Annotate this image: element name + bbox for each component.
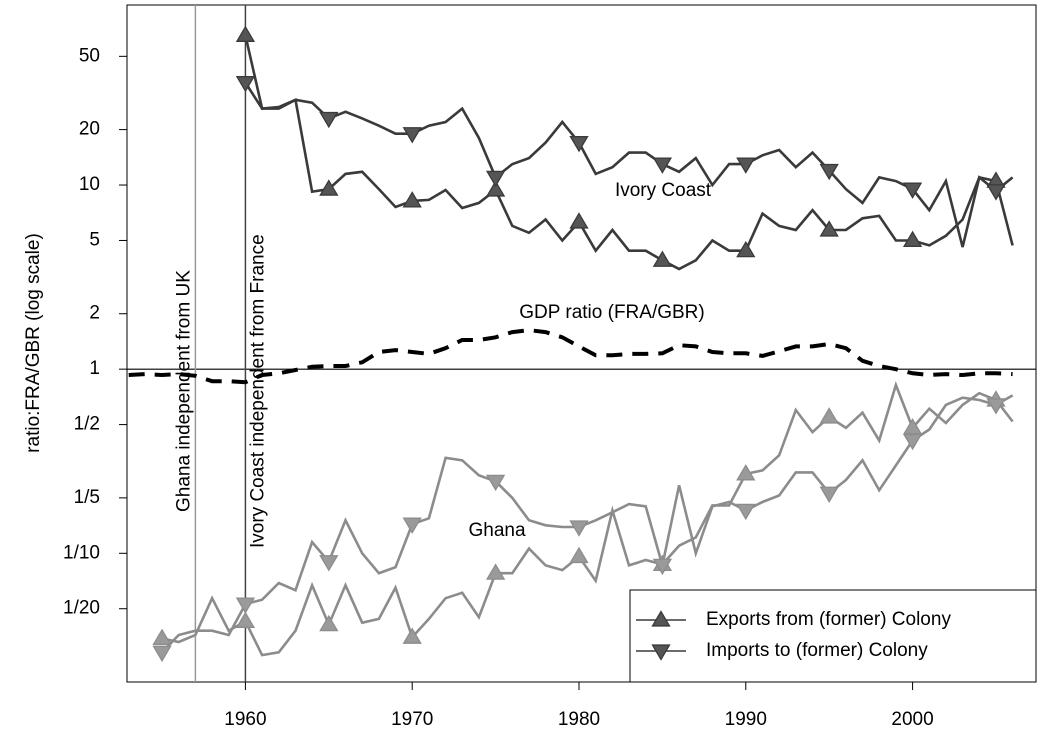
y-tick-label: 1/20	[63, 598, 100, 619]
point-marker	[485, 474, 506, 492]
legend-marker	[651, 644, 671, 661]
point-marker	[569, 212, 589, 229]
point-marker	[736, 157, 756, 174]
legend-label: Exports from (former) Colony	[706, 609, 951, 630]
point-marker	[819, 220, 839, 237]
point-marker	[819, 163, 839, 181]
series-line	[244, 81, 1014, 248]
series-line	[161, 381, 1014, 657]
series-annotation: GDP ratio (FRA/GBR)	[519, 302, 704, 323]
point-marker	[319, 555, 339, 572]
y-tick-label: 1/2	[74, 414, 100, 435]
y-tick-label: 20	[79, 119, 100, 140]
plot-box	[126, 4, 1037, 683]
y-tick-label: 1/10	[63, 542, 100, 563]
point-marker	[152, 628, 172, 645]
point-marker	[235, 611, 256, 628]
point-marker	[736, 240, 756, 258]
point-marker	[485, 170, 506, 188]
point-marker	[902, 182, 923, 199]
point-marker	[652, 558, 673, 576]
y-tick-label: 1	[89, 358, 100, 379]
series-annotation: Ivory Coast	[615, 180, 712, 201]
point-marker	[652, 157, 673, 174]
point-marker	[402, 127, 422, 144]
series-line	[244, 35, 1014, 271]
legend-label: Imports to (former) Colony	[706, 640, 928, 661]
point-marker	[902, 418, 923, 435]
series-line	[161, 394, 1014, 654]
legend-marker	[651, 610, 671, 627]
y-tick-label: 10	[79, 174, 100, 195]
point-marker	[819, 486, 839, 503]
y-tick-label: 2	[89, 303, 100, 324]
point-marker	[986, 184, 1006, 201]
point-marker	[319, 179, 339, 196]
point-marker	[986, 398, 1006, 415]
x-tick-label: 1960	[224, 709, 266, 730]
point-marker	[902, 230, 923, 248]
point-marker	[485, 180, 506, 197]
point-marker	[902, 433, 923, 451]
point-marker	[736, 503, 756, 521]
point-marker	[569, 546, 589, 564]
x-tick-label: 2000	[891, 709, 933, 730]
series-annotation: Ghana	[468, 520, 525, 541]
point-marker	[569, 520, 589, 537]
legend-box	[629, 589, 1037, 683]
point-marker	[652, 250, 673, 267]
x-tick-label: 1980	[558, 709, 600, 730]
y-tick-label: 50	[79, 45, 100, 66]
dashed-line	[128, 328, 1013, 385]
y-axis-label: ratio:FRA/GBR (log scale)	[23, 233, 44, 453]
point-marker	[402, 191, 422, 208]
point-marker	[485, 563, 506, 580]
point-marker	[736, 464, 756, 481]
point-marker	[319, 111, 339, 129]
y-tick-label: 1/5	[74, 487, 100, 508]
point-marker	[402, 627, 422, 644]
point-marker	[569, 135, 589, 153]
vertical-line-label: Ivory Coast independent from France	[247, 234, 268, 548]
x-tick-label: 1970	[391, 709, 433, 730]
vertical-line-label: Ghana independent from UK	[173, 270, 194, 512]
point-marker	[319, 614, 339, 632]
point-marker	[235, 75, 256, 93]
x-tick-label: 1990	[725, 709, 767, 730]
point-marker	[152, 645, 172, 663]
point-marker	[235, 597, 256, 614]
point-marker	[402, 517, 422, 534]
point-marker	[819, 407, 839, 424]
y-tick-label: 5	[89, 229, 100, 250]
point-marker	[235, 25, 256, 42]
